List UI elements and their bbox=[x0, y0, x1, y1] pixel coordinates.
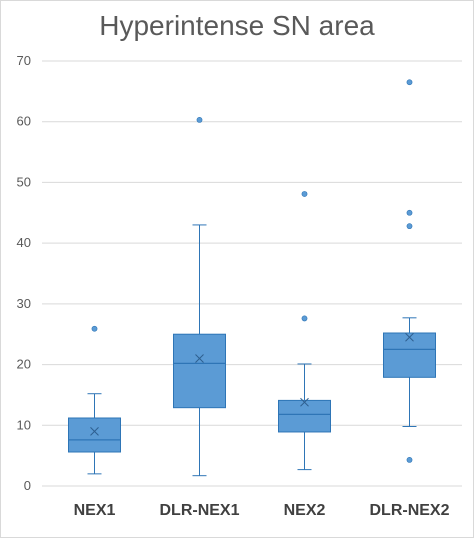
chart-title: Hyperintense SN area bbox=[99, 10, 375, 41]
y-tick-label: 60 bbox=[17, 114, 31, 129]
y-axis-ticks: 0 10 20 30 40 50 60 70 bbox=[17, 53, 31, 493]
y-tick-label: 10 bbox=[17, 417, 31, 432]
outlier-point bbox=[91, 325, 98, 332]
iqr-box bbox=[278, 399, 331, 433]
iqr-box bbox=[383, 332, 436, 378]
y-tick-label: 0 bbox=[24, 478, 31, 493]
box-dlr-nex2 bbox=[383, 79, 436, 463]
x-category-label: NEX2 bbox=[284, 502, 326, 519]
outlier-point bbox=[406, 223, 413, 230]
box-nex1 bbox=[68, 325, 121, 475]
mean-marker-stroke bbox=[300, 397, 309, 407]
x-category-label: DLR-NEX1 bbox=[159, 502, 239, 519]
y-tick-label: 50 bbox=[17, 174, 31, 189]
y-tick-label: 20 bbox=[17, 357, 31, 372]
y-tick-label: 40 bbox=[17, 235, 31, 250]
x-axis-categories: NEX1 DLR-NEX1 NEX2 DLR-NEX2 bbox=[74, 502, 450, 519]
outlier-point bbox=[406, 456, 413, 463]
outlier-point bbox=[406, 79, 413, 86]
mean-marker-stroke bbox=[405, 332, 414, 342]
box-nex2 bbox=[278, 191, 331, 471]
outlier-point bbox=[406, 209, 413, 216]
y-tick-label: 70 bbox=[17, 53, 31, 68]
iqr-box bbox=[68, 417, 121, 453]
box-series bbox=[68, 79, 436, 477]
mean-marker-stroke bbox=[90, 427, 99, 436]
outlier-point bbox=[301, 191, 308, 197]
x-category-label: NEX1 bbox=[74, 502, 116, 519]
box-dlr-nex1 bbox=[173, 116, 226, 477]
outlier-point bbox=[196, 116, 203, 123]
iqr-box bbox=[173, 333, 226, 409]
outlier-point bbox=[301, 315, 308, 322]
mean-marker-stroke bbox=[195, 354, 204, 363]
x-category-label: DLR-NEX2 bbox=[369, 502, 449, 519]
y-tick-label: 30 bbox=[17, 296, 31, 311]
